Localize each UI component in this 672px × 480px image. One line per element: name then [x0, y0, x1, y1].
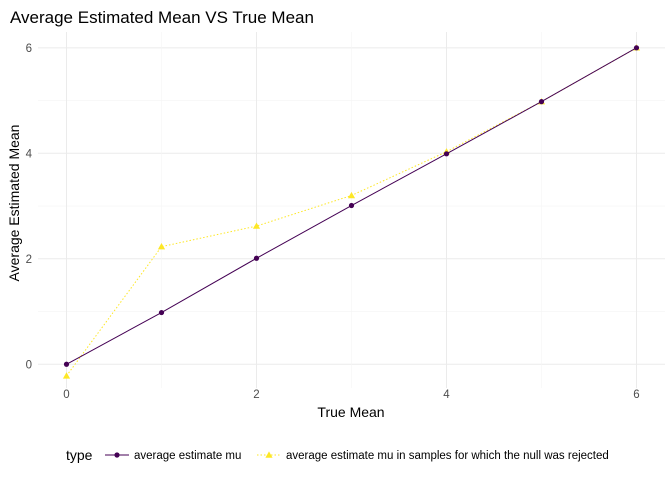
legend-title: type [66, 447, 93, 463]
x-tick-label: 4 [443, 389, 450, 401]
y-tick-label: 2 [26, 254, 32, 266]
legend-key-average-estimate-mu [105, 452, 129, 458]
series-layer [62, 44, 641, 379]
data-point [62, 372, 71, 379]
legend-label-rejected-null: average estimate mu in samples for which… [286, 450, 609, 462]
x-tick-labels: 0 2 4 6 [63, 389, 639, 401]
grid [38, 32, 665, 388]
legend: type average estimate mu average estimat… [66, 447, 609, 463]
data-point [63, 361, 70, 367]
y-tick-label: 6 [26, 43, 32, 55]
legend-key-marker [114, 452, 120, 458]
data-point [252, 222, 261, 229]
data-point [443, 151, 450, 157]
series-average-estimate-mu [63, 45, 640, 367]
data-point [253, 255, 260, 261]
data-point [538, 99, 545, 105]
data-point [347, 191, 356, 199]
legend-key-rejected-null [257, 451, 281, 458]
x-tick-label: 2 [253, 389, 259, 401]
x-tick-label: 6 [633, 389, 639, 401]
data-point [157, 243, 166, 250]
data-point [158, 309, 165, 316]
x-axis-title: True Mean [317, 404, 384, 420]
legend-label-average-estimate-mu: average estimate mu [134, 450, 241, 462]
legend-key-marker [265, 451, 273, 458]
y-tick-labels: 0 2 4 6 [26, 43, 33, 371]
y-tick-label: 4 [26, 148, 33, 160]
data-point [633, 45, 640, 51]
x-tick-label: 0 [63, 389, 69, 401]
chart-title: Average Estimated Mean VS True Mean [10, 8, 314, 27]
y-axis-title: Average Estimated Mean [6, 125, 22, 282]
y-tick-label: 0 [26, 359, 32, 371]
data-point [348, 202, 355, 209]
